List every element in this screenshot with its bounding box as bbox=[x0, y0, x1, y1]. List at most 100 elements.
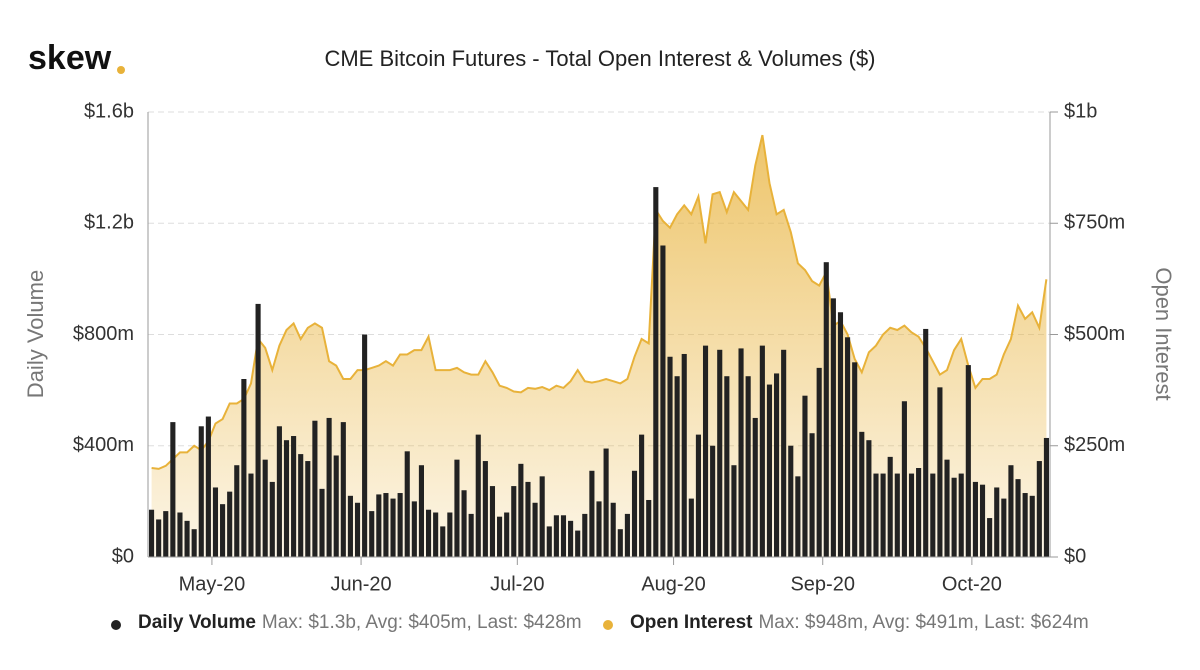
bar bbox=[539, 476, 545, 557]
area-fill bbox=[151, 135, 1047, 557]
bar bbox=[191, 529, 197, 557]
bar bbox=[987, 518, 993, 557]
bar bbox=[674, 376, 680, 557]
bar bbox=[887, 456, 893, 557]
bar bbox=[532, 502, 538, 557]
bar bbox=[369, 511, 375, 557]
bar bbox=[497, 516, 503, 557]
bar bbox=[781, 349, 787, 557]
bar bbox=[1015, 479, 1021, 557]
bar bbox=[177, 512, 183, 557]
bar bbox=[1029, 495, 1035, 557]
bar bbox=[908, 473, 915, 557]
bar bbox=[837, 312, 844, 557]
bar bbox=[809, 433, 815, 557]
y2-tick-label: $500m bbox=[1064, 323, 1125, 345]
x-tick-label: Jun-20 bbox=[330, 573, 391, 595]
bar bbox=[340, 422, 346, 557]
legend-marker bbox=[603, 620, 613, 630]
legend-marker bbox=[111, 620, 121, 630]
bar bbox=[454, 459, 460, 557]
bar bbox=[170, 422, 176, 557]
bar bbox=[1036, 461, 1042, 557]
y-tick-label: $1.6b bbox=[84, 100, 134, 122]
bar bbox=[589, 470, 595, 557]
bar bbox=[468, 513, 474, 557]
bar bbox=[582, 513, 588, 557]
x-tick-label: Aug-20 bbox=[641, 573, 706, 595]
bar bbox=[752, 417, 758, 557]
area-line bbox=[151, 134, 1048, 470]
bar bbox=[724, 376, 730, 557]
bar bbox=[816, 367, 822, 557]
bar bbox=[958, 473, 964, 557]
logo: skew bbox=[28, 39, 112, 77]
bar bbox=[205, 416, 211, 557]
bar bbox=[1043, 437, 1050, 557]
bar bbox=[731, 465, 737, 557]
bar bbox=[525, 481, 531, 557]
x-tick-label: May-20 bbox=[179, 573, 246, 595]
bar bbox=[397, 493, 403, 557]
bar bbox=[354, 502, 361, 557]
bar bbox=[248, 473, 254, 557]
y-tick-label: $800m bbox=[73, 323, 134, 345]
bar bbox=[717, 349, 723, 557]
bar bbox=[305, 461, 311, 557]
bar bbox=[475, 434, 481, 557]
bar bbox=[411, 501, 417, 557]
bar bbox=[234, 465, 240, 557]
bar bbox=[262, 459, 268, 557]
bar bbox=[688, 498, 694, 557]
bar bbox=[291, 436, 297, 557]
bar bbox=[504, 512, 510, 557]
bar bbox=[319, 488, 325, 557]
x-tick-label: Sep-20 bbox=[790, 573, 855, 595]
bar bbox=[418, 465, 424, 557]
bar bbox=[1022, 493, 1028, 557]
bar bbox=[738, 348, 744, 557]
bar bbox=[802, 395, 808, 557]
bar bbox=[639, 434, 645, 557]
bar bbox=[937, 387, 943, 557]
bar bbox=[376, 494, 382, 557]
bar bbox=[184, 520, 190, 557]
bar bbox=[1008, 465, 1014, 557]
bar bbox=[979, 484, 986, 557]
bar bbox=[276, 426, 282, 557]
bar bbox=[511, 486, 517, 557]
bar bbox=[702, 345, 709, 557]
y-tick-label: $400m bbox=[73, 434, 134, 456]
bar bbox=[788, 445, 794, 557]
bar bbox=[163, 511, 169, 557]
bar bbox=[362, 334, 368, 557]
bar bbox=[227, 491, 233, 557]
bar bbox=[610, 502, 616, 557]
bar bbox=[241, 379, 247, 557]
bar bbox=[852, 362, 858, 557]
bar bbox=[774, 373, 780, 557]
bar bbox=[951, 477, 957, 557]
bar bbox=[575, 530, 581, 557]
bar bbox=[212, 487, 219, 557]
bar bbox=[553, 515, 559, 557]
bar bbox=[972, 481, 978, 557]
bar bbox=[1001, 498, 1007, 557]
bar bbox=[894, 473, 900, 557]
bar bbox=[695, 434, 701, 557]
bar bbox=[596, 501, 602, 557]
bar bbox=[482, 461, 488, 557]
bar bbox=[298, 454, 304, 557]
bar bbox=[220, 504, 226, 557]
legend-label: Daily Volume bbox=[138, 612, 256, 633]
bar bbox=[745, 376, 751, 557]
bar bbox=[198, 426, 204, 557]
legend-stats: Max: $948m, Avg: $491m, Last: $624m bbox=[758, 612, 1088, 633]
bar bbox=[447, 512, 453, 557]
bar bbox=[646, 499, 652, 557]
bar bbox=[965, 365, 971, 557]
y-tick-label: $1.2b bbox=[84, 212, 134, 234]
bar bbox=[901, 401, 907, 557]
bar bbox=[347, 495, 353, 557]
